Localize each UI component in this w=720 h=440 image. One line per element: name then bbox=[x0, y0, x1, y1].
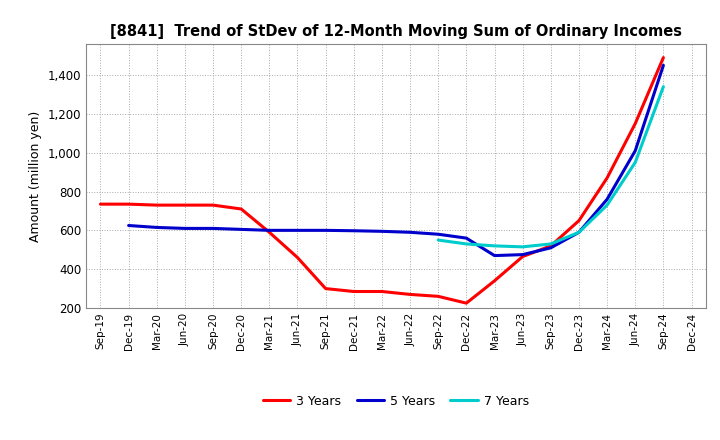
3 Years bbox=[181, 202, 189, 208]
Line: 3 Years: 3 Years bbox=[101, 58, 663, 303]
3 Years bbox=[462, 301, 471, 306]
3 Years bbox=[434, 294, 443, 299]
3 Years bbox=[293, 255, 302, 260]
Line: 5 Years: 5 Years bbox=[129, 66, 663, 256]
7 Years bbox=[631, 160, 639, 165]
5 Years bbox=[209, 226, 217, 231]
3 Years bbox=[153, 202, 161, 208]
5 Years bbox=[377, 229, 386, 234]
3 Years bbox=[125, 202, 133, 207]
3 Years bbox=[209, 202, 217, 208]
5 Years bbox=[631, 148, 639, 154]
3 Years bbox=[603, 175, 611, 180]
5 Years bbox=[546, 245, 555, 250]
3 Years bbox=[96, 202, 105, 207]
3 Years bbox=[575, 218, 583, 223]
5 Years bbox=[321, 228, 330, 233]
5 Years bbox=[181, 226, 189, 231]
7 Years bbox=[659, 84, 667, 89]
5 Years bbox=[603, 197, 611, 202]
5 Years bbox=[265, 228, 274, 233]
3 Years bbox=[659, 55, 667, 60]
5 Years bbox=[462, 235, 471, 241]
5 Years bbox=[490, 253, 499, 258]
Legend: 3 Years, 5 Years, 7 Years: 3 Years, 5 Years, 7 Years bbox=[258, 390, 534, 413]
5 Years bbox=[659, 63, 667, 68]
7 Years bbox=[518, 244, 527, 249]
3 Years bbox=[631, 121, 639, 126]
5 Years bbox=[125, 223, 133, 228]
5 Years bbox=[237, 227, 246, 232]
Y-axis label: Amount (million yen): Amount (million yen) bbox=[30, 110, 42, 242]
7 Years bbox=[490, 243, 499, 249]
Title: [8841]  Trend of StDev of 12-Month Moving Sum of Ordinary Incomes: [8841] Trend of StDev of 12-Month Moving… bbox=[110, 24, 682, 39]
7 Years bbox=[462, 241, 471, 246]
7 Years bbox=[575, 230, 583, 235]
3 Years bbox=[265, 230, 274, 235]
5 Years bbox=[153, 225, 161, 230]
5 Years bbox=[293, 228, 302, 233]
3 Years bbox=[321, 286, 330, 291]
5 Years bbox=[434, 231, 443, 237]
Line: 7 Years: 7 Years bbox=[438, 87, 663, 247]
3 Years bbox=[546, 243, 555, 249]
5 Years bbox=[518, 252, 527, 257]
3 Years bbox=[237, 206, 246, 212]
3 Years bbox=[377, 289, 386, 294]
5 Years bbox=[406, 230, 415, 235]
3 Years bbox=[406, 292, 415, 297]
5 Years bbox=[349, 228, 358, 233]
3 Years bbox=[518, 254, 527, 259]
5 Years bbox=[575, 230, 583, 235]
7 Years bbox=[603, 202, 611, 208]
3 Years bbox=[490, 278, 499, 283]
3 Years bbox=[349, 289, 358, 294]
7 Years bbox=[546, 241, 555, 246]
7 Years bbox=[434, 238, 443, 243]
